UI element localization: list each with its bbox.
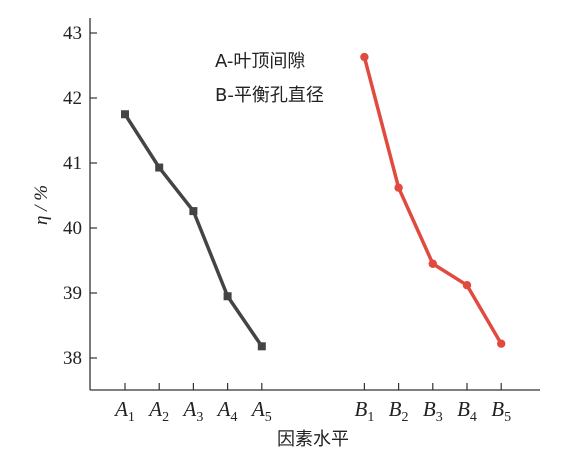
y-tick-label: 42 [63,88,82,109]
series-a-line [123,113,264,348]
series-b-point [428,259,437,268]
legend-entry-a: A-叶顶间隙 [215,51,305,72]
x-tick-label: A5 [250,397,272,425]
x-tick-label: B2 [389,397,409,425]
y-tick-label: 39 [63,283,82,304]
x-tick-label: B1 [354,397,374,425]
x-tick-label: A1 [113,397,135,425]
plot-area [89,18,540,391]
y-ticks: 38 39 40 41 42 43 [63,23,97,369]
y-tick-label: 40 [63,218,82,239]
x-ticks: A1 A2 A3 A4 A5 B1 B2 B3 B4 B5 [113,383,511,425]
x-tick-label: A2 [147,397,169,425]
series-b-point [360,52,369,62]
series-a-point [155,163,164,172]
series-group [121,52,506,351]
x-tick-label: B4 [457,397,477,425]
x-tick-label: B3 [423,397,443,425]
series-a-point [121,110,129,119]
x-tick-label: B5 [491,397,511,425]
x-tick-label: A3 [181,397,203,425]
series-b-point [497,339,506,348]
x-axis-label: 因素水平 [277,429,349,450]
series-b-point [462,281,472,290]
series-b-point [394,183,403,192]
x-tick-label: A4 [216,397,238,425]
series-b-line [362,56,503,345]
series-a-point [223,292,232,301]
y-tick-label: 38 [63,348,82,369]
y-tick-label: 43 [63,23,82,44]
y-tick-label: 41 [63,153,82,174]
series-a-point [257,342,266,351]
legend-entry-b: B-平衡孔直径 [215,85,324,106]
series-a-point [189,207,198,216]
y-axis-label: η / % [31,185,52,225]
